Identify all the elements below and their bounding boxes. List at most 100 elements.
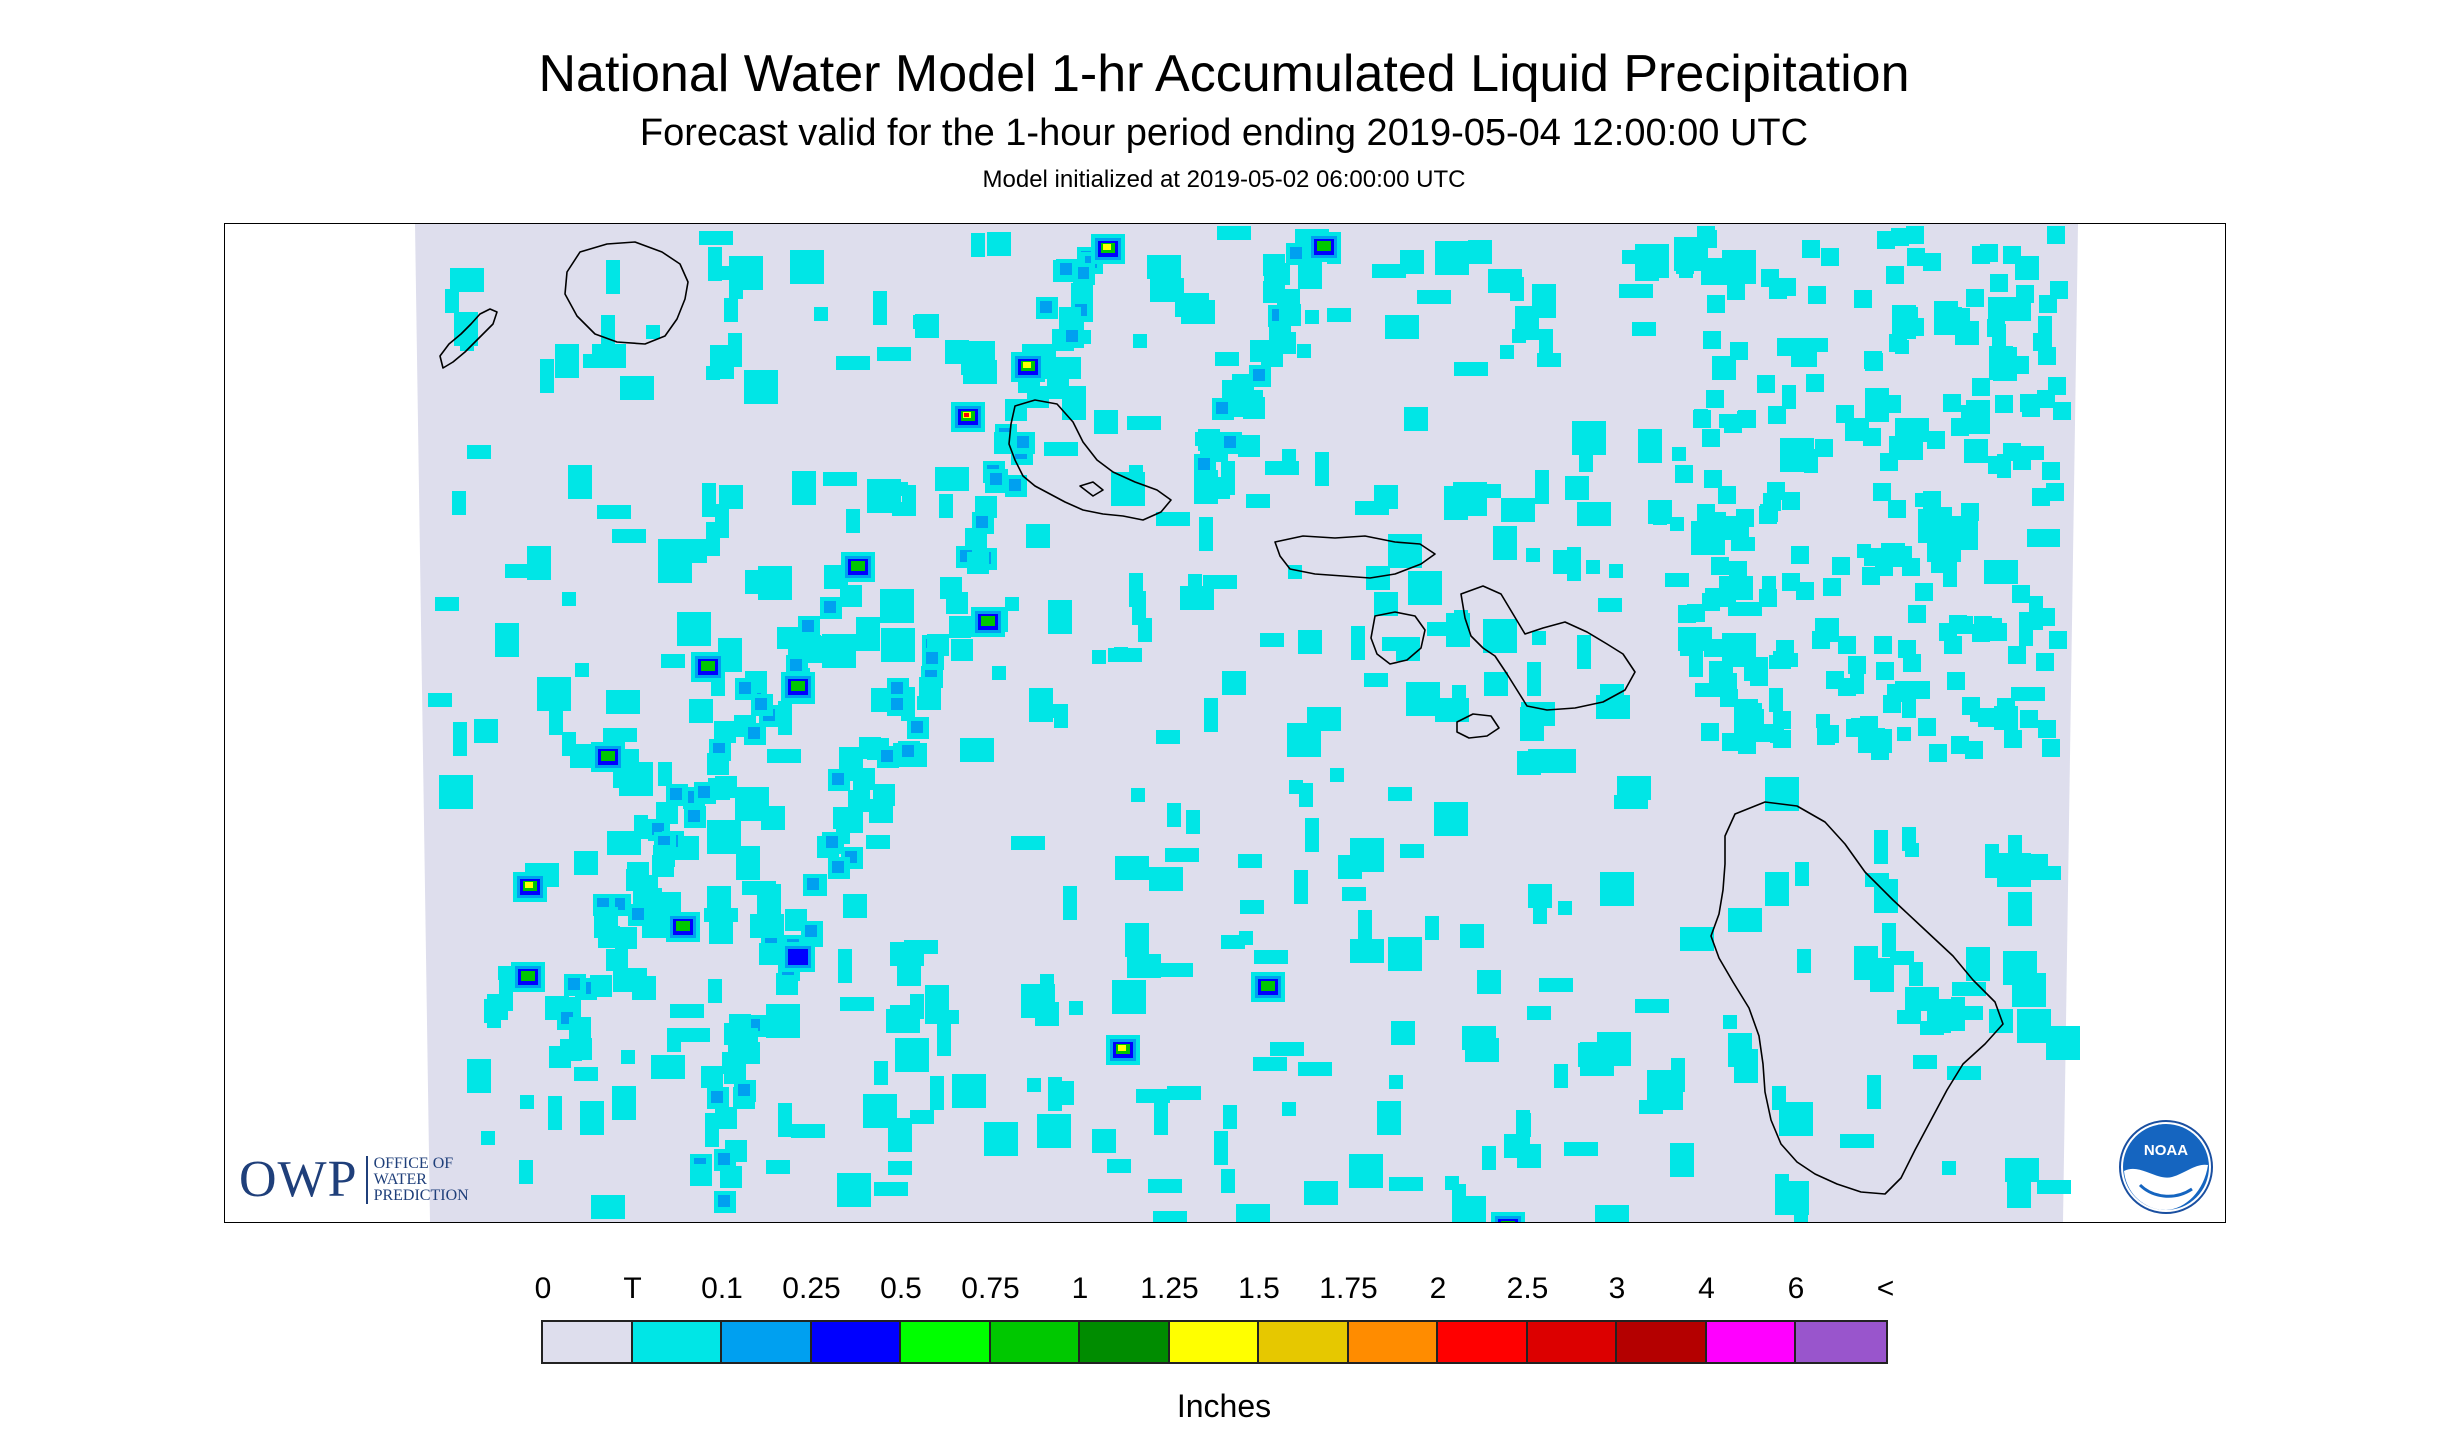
precip-cell — [661, 654, 685, 668]
precip-cell — [1327, 308, 1351, 322]
precip-cell — [1554, 1064, 1568, 1088]
precip-cell — [2013, 452, 2031, 470]
precip-cell — [1913, 1055, 1937, 1069]
precip-cell — [2048, 377, 2066, 395]
precip-cell — [1483, 619, 1517, 653]
precip-cell — [2042, 529, 2060, 547]
precip-cell — [1794, 338, 1828, 352]
precip-cell — [1586, 560, 1600, 574]
precip-cell — [718, 1195, 730, 1207]
precip-cell — [1718, 486, 1736, 504]
precip-cell — [1680, 638, 1698, 656]
precip-cell — [1704, 470, 1722, 488]
legend-label: 4 — [1698, 1272, 1715, 1305]
precip-cell — [2012, 973, 2046, 1007]
precip-cell — [856, 617, 880, 651]
precip-cell — [1671, 1058, 1685, 1092]
precip-cell — [2037, 608, 2055, 626]
precip-cell — [2027, 529, 2045, 547]
precip-cell — [778, 701, 792, 735]
precip-cell — [2032, 488, 2050, 506]
legend-label: < — [1876, 1272, 1895, 1305]
precip-cell — [1882, 923, 1896, 957]
precip-cell — [1552, 749, 1576, 773]
precip-cell — [658, 549, 692, 583]
precip-cell — [1385, 315, 1419, 339]
precip-cell — [676, 1028, 710, 1042]
precip-cell — [525, 882, 533, 888]
precip-cell — [1905, 843, 1919, 857]
precip-cell — [1854, 290, 1872, 308]
precip-cell — [560, 1039, 582, 1061]
precip-cell — [1154, 1101, 1168, 1135]
precip-cell — [1598, 598, 1622, 612]
precip-cell — [1577, 635, 1591, 669]
precip-cell — [1961, 405, 1979, 423]
precip-cell — [1962, 697, 1980, 715]
precip-cell — [1452, 685, 1466, 709]
precip-cell — [1622, 250, 1646, 264]
precip-cell — [1484, 672, 1508, 696]
precip-cell — [690, 1164, 712, 1186]
precip-cell — [569, 1018, 591, 1040]
precip-cell — [1342, 887, 1366, 901]
precip-cell — [1118, 1045, 1126, 1051]
precip-cell — [601, 751, 615, 761]
precip-cell — [1796, 582, 1814, 600]
precip-cell — [846, 509, 860, 533]
owp-logo-line2: WATER — [373, 1171, 427, 1188]
precip-cell — [2013, 303, 2031, 321]
precip-cell — [1821, 725, 1839, 743]
precip-cell — [1400, 844, 1424, 858]
precip-cell — [603, 728, 637, 742]
precip-cell — [1775, 1174, 1789, 1188]
precip-cell — [1114, 647, 1128, 661]
precip-cell — [1724, 415, 1742, 433]
precip-cell — [1539, 978, 1573, 992]
precip-cell — [1931, 555, 1949, 573]
precip-cell — [728, 333, 742, 367]
precip-cell — [910, 994, 924, 1008]
precip-cell — [1997, 698, 2015, 716]
precip-cell — [1816, 714, 1830, 728]
precip-cell — [1768, 406, 1786, 424]
precip-cell — [1874, 830, 1888, 864]
precip-cell — [707, 753, 729, 775]
legend-label: 0.75 — [961, 1272, 1020, 1305]
precip-cell — [1987, 319, 2005, 337]
precip-cell — [1875, 558, 1893, 576]
noaa-logo-text: NOAA — [2144, 1142, 2188, 1159]
precip-cell — [1175, 293, 1209, 317]
precip-cell — [1224, 436, 1236, 448]
precip-cell — [1750, 668, 1768, 686]
precip-cell — [826, 836, 838, 848]
precip-cell — [1951, 736, 1969, 754]
island-molokai — [1274, 535, 1436, 579]
precip-cell — [505, 564, 539, 578]
precip-cell — [832, 773, 844, 785]
precip-cell — [1722, 250, 1756, 284]
legend-label: 0.25 — [782, 1272, 841, 1305]
precip-cell — [1865, 353, 1883, 371]
precip-cell — [620, 376, 654, 400]
precip-cell — [1720, 689, 1738, 707]
precip-cell — [1767, 482, 1785, 500]
map-panel: OWP OFFICE OF WATER PREDICTION NOAA — [224, 223, 2226, 1223]
legend-swatch — [1348, 1322, 1438, 1362]
precip-cell — [2037, 1180, 2071, 1194]
precip-cell — [1127, 416, 1161, 430]
precip-cell — [1923, 491, 1941, 509]
precip-cell — [2005, 1158, 2039, 1182]
precip-cell — [632, 908, 644, 920]
precip-cell — [1989, 623, 2007, 641]
precip-cell — [895, 1038, 929, 1072]
precip-cell — [670, 788, 682, 800]
precip-cell — [838, 949, 852, 983]
precip-cell — [1060, 263, 1072, 275]
precip-cell — [802, 620, 814, 632]
precip-cell — [1040, 301, 1052, 313]
precip-cell — [1990, 274, 2008, 292]
precip-cell — [1077, 267, 1089, 279]
precip-cell — [1027, 386, 1049, 408]
precip-cell — [1797, 949, 1811, 973]
